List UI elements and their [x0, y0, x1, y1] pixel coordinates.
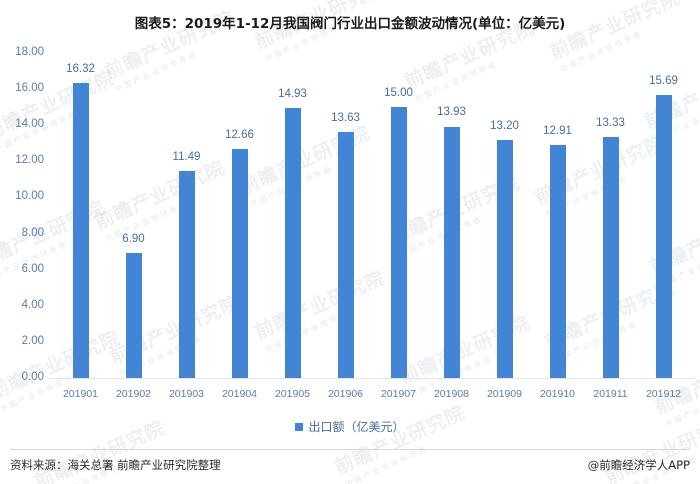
bar-value-label: 13.33	[596, 117, 625, 130]
legend-color-swatch	[295, 422, 304, 431]
bar-group: 15.69 201912	[637, 0, 690, 484]
bar-group: 6.90 201902	[107, 0, 160, 484]
x-axis-tick-label: 201908	[433, 388, 470, 400]
bar-value-label: 16.32	[66, 63, 95, 76]
x-axis-tick-label: 201902	[115, 388, 152, 400]
bar-value-label: 13.20	[490, 119, 519, 132]
bar[interactable]	[655, 94, 672, 378]
y-axis-tick-label: 6.00	[21, 262, 44, 275]
x-axis-tick-label: 201909	[486, 388, 523, 400]
bar-value-label: 12.91	[543, 124, 572, 137]
footer-source-text: 资料来源：海关总署 前瞻产业研究院整理	[10, 458, 221, 472]
bar[interactable]	[72, 83, 89, 378]
y-axis-tick-label: 0.00	[21, 371, 44, 383]
y-axis-tick-label: 2.00	[21, 334, 44, 347]
chart-legend: 出口额（亿美元）	[0, 418, 700, 435]
bar-value-label: 12.66	[225, 129, 254, 142]
y-axis-tick-label: 16.00	[15, 82, 44, 95]
bar-value-label: 13.63	[331, 111, 360, 124]
bar-group: 15.00 201907	[372, 0, 425, 484]
y-axis-tick-label: 12.00	[15, 154, 44, 167]
y-axis-tick-label: 4.00	[21, 298, 44, 311]
bar-value-label: 6.90	[122, 233, 145, 246]
bar[interactable]	[284, 108, 301, 378]
bar-group: 13.20 201909	[478, 0, 531, 484]
bar-group: 14.93 201905	[266, 0, 319, 484]
x-axis-tick-label: 201905	[274, 388, 311, 400]
x-axis-tick-label: 201907	[380, 388, 417, 400]
bar[interactable]	[231, 149, 248, 378]
y-axis-tick-label: 10.00	[15, 190, 44, 203]
bar-group: 11.49 201903	[160, 0, 213, 484]
x-axis-tick-label: 201911	[593, 388, 628, 400]
bar-group: 13.63 201906	[319, 0, 372, 484]
bar-value-label: 15.00	[384, 87, 413, 100]
chart-title: 图表5：2019年1-12月我国阀门行业出口金额波动情况(单位：亿美元)	[134, 16, 566, 32]
y-axis-tick-label: 18.00	[15, 46, 44, 58]
x-axis-baseline	[48, 378, 696, 379]
bar[interactable]	[390, 107, 407, 378]
bar-group: 16.32 201901	[54, 0, 107, 484]
bar[interactable]	[496, 139, 513, 378]
bar[interactable]	[549, 144, 566, 378]
bar-value-label: 15.69	[649, 74, 678, 87]
bar[interactable]	[125, 253, 142, 378]
x-axis-tick-label: 201901	[62, 388, 99, 400]
bar-group: 13.93 201908	[425, 0, 478, 484]
footer: 资料来源：海关总署 前瞻产业研究院整理 @前瞻经济学人APP	[10, 457, 690, 473]
bar-value-label: 11.49	[172, 150, 201, 163]
y-axis-tick-label: 8.00	[21, 226, 44, 239]
bar-group: 13.33 201911	[584, 0, 637, 484]
bar-group: 12.91 201910	[531, 0, 584, 484]
legend-label: 出口额（亿美元）	[308, 420, 405, 434]
bar[interactable]	[337, 131, 354, 378]
bar[interactable]	[443, 126, 460, 378]
footer-brand-text: @前瞻经济学人APP	[587, 458, 690, 472]
x-axis-tick-label: 201904	[221, 388, 258, 400]
y-axis-tick-label: 14.00	[15, 118, 44, 131]
bar-value-label: 14.93	[278, 88, 307, 101]
x-axis-tick-label: 201903	[168, 388, 205, 400]
x-axis-tick-label: 201910	[539, 388, 576, 400]
x-axis-tick-label: 201912	[645, 388, 682, 400]
footer-divider	[10, 449, 690, 450]
bar-value-label: 13.93	[437, 106, 466, 119]
bar-group: 12.66 201904	[213, 0, 266, 484]
x-axis-tick-label: 201906	[327, 388, 364, 400]
bar[interactable]	[178, 170, 195, 378]
bar[interactable]	[602, 137, 619, 378]
